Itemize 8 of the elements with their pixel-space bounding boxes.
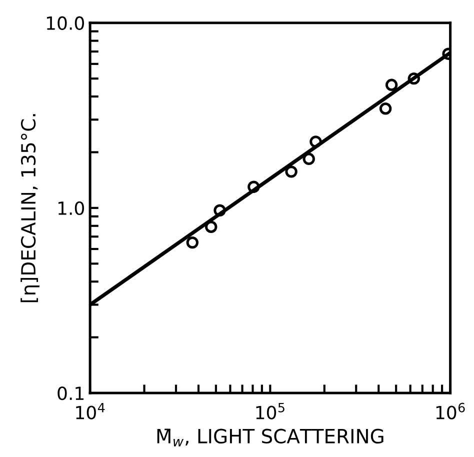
x-tick-label: 10$^{6}$ <box>436 402 465 420</box>
y-axis-title: [η]DECALIN, 135°C. <box>20 114 40 302</box>
x-tick-label: 10$^{4}$ <box>76 402 105 420</box>
y-tick-label: 10.0 <box>46 16 84 30</box>
y-tick-label: 1.0 <box>58 201 84 216</box>
y-tick-label: 0.1 <box>58 386 84 400</box>
x-axis-title: M̄$_{w}$, LIGHT SCATTERING <box>157 428 384 446</box>
x-tick-label: 10$^{5}$ <box>256 402 284 420</box>
